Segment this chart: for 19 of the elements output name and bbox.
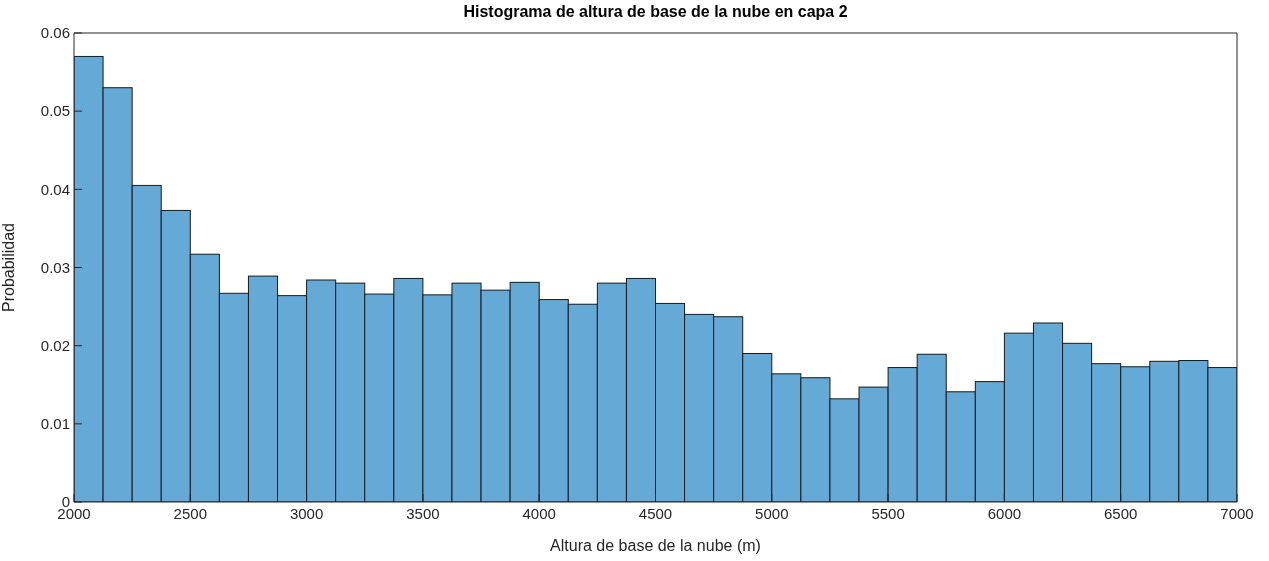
x-axis-title: Altura de base de la nube (m)	[550, 537, 761, 554]
x-tick-label: 6500	[1104, 504, 1138, 522]
y-tick-label: 0.02	[40, 336, 70, 354]
y-tick-label: 0.01	[40, 415, 70, 433]
y-tick-label: 0.04	[40, 180, 70, 198]
x-tick-label: 3500	[406, 504, 440, 522]
x-tick-label: 4500	[638, 504, 673, 522]
x-tick-label: 2500	[173, 504, 207, 522]
x-tick-label: 7000	[1220, 504, 1254, 522]
x-tick-label: 5500	[871, 504, 905, 522]
y-tick-label: 0.03	[40, 258, 70, 276]
chart-title: Histograma de altura de base de la nube en capa 2	[462, 3, 849, 21]
y-tick-label: 0.06	[40, 24, 70, 42]
x-tick-label: 6000	[987, 504, 1022, 522]
x-tick-label: 5000	[755, 504, 789, 522]
x-tick-label: 3000	[289, 504, 324, 522]
y-tick-label: 0.05	[40, 102, 70, 120]
x-tick-label: 4000	[522, 504, 556, 522]
y-axis-title: Probabilidad	[0, 223, 17, 312]
